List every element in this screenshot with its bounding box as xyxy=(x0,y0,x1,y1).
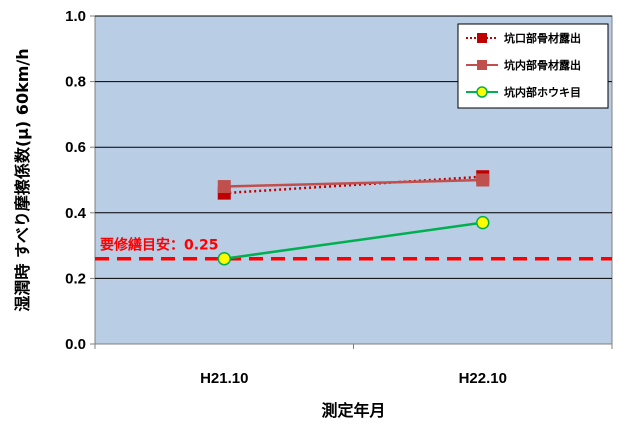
y-tick-label: 0.6 xyxy=(65,139,86,156)
y-tick-label: 0.2 xyxy=(65,270,86,287)
series-2 xyxy=(217,215,490,266)
series-line xyxy=(224,178,483,188)
y-tick-label: 0.4 xyxy=(65,205,87,222)
x-axis-title: 測定年月 xyxy=(321,401,385,420)
data-point xyxy=(476,215,490,230)
legend-swatch-marker xyxy=(476,86,488,98)
legend-swatch-marker xyxy=(477,33,487,43)
y-axis-title: 湿潤時 すべり摩擦係数(μ) 60km/h xyxy=(13,48,32,312)
data-point xyxy=(217,180,231,194)
legend-entry-1: 坑内部骨材露出 xyxy=(466,58,581,72)
y-tick-label: 1.0 xyxy=(65,8,86,25)
legend-label: 坑内部ホウキ目 xyxy=(504,85,581,99)
x-tick-label: H21.10 xyxy=(200,370,248,387)
legend-swatch-marker xyxy=(477,60,487,70)
legend-entry-2: 坑内部ホウキ目 xyxy=(466,85,581,99)
legend-label: 坑口部骨材露出 xyxy=(504,31,581,45)
series-group xyxy=(217,170,490,266)
x-tick-label: H22.10 xyxy=(459,370,507,387)
legend-label: 坑内部骨材露出 xyxy=(504,58,581,72)
data-point xyxy=(217,251,231,266)
x-axis-ticks: H21.10 H22.10 xyxy=(94,344,613,387)
y-tick-label: 0.0 xyxy=(65,336,86,353)
series-line xyxy=(224,221,483,260)
y-tick-label: 0.8 xyxy=(65,74,86,91)
legend-entry-0: 坑口部骨材露出 xyxy=(466,31,581,45)
series-line xyxy=(224,175,483,195)
threshold: 要修繕目安：0.25 xyxy=(95,237,612,261)
threshold-label: 要修繕目安：0.25 xyxy=(100,237,219,254)
data-point xyxy=(476,173,490,187)
series-1 xyxy=(217,173,490,194)
y-axis-ticks: 0.0 0.2 0.4 0.6 0.8 1.0 xyxy=(65,8,95,353)
